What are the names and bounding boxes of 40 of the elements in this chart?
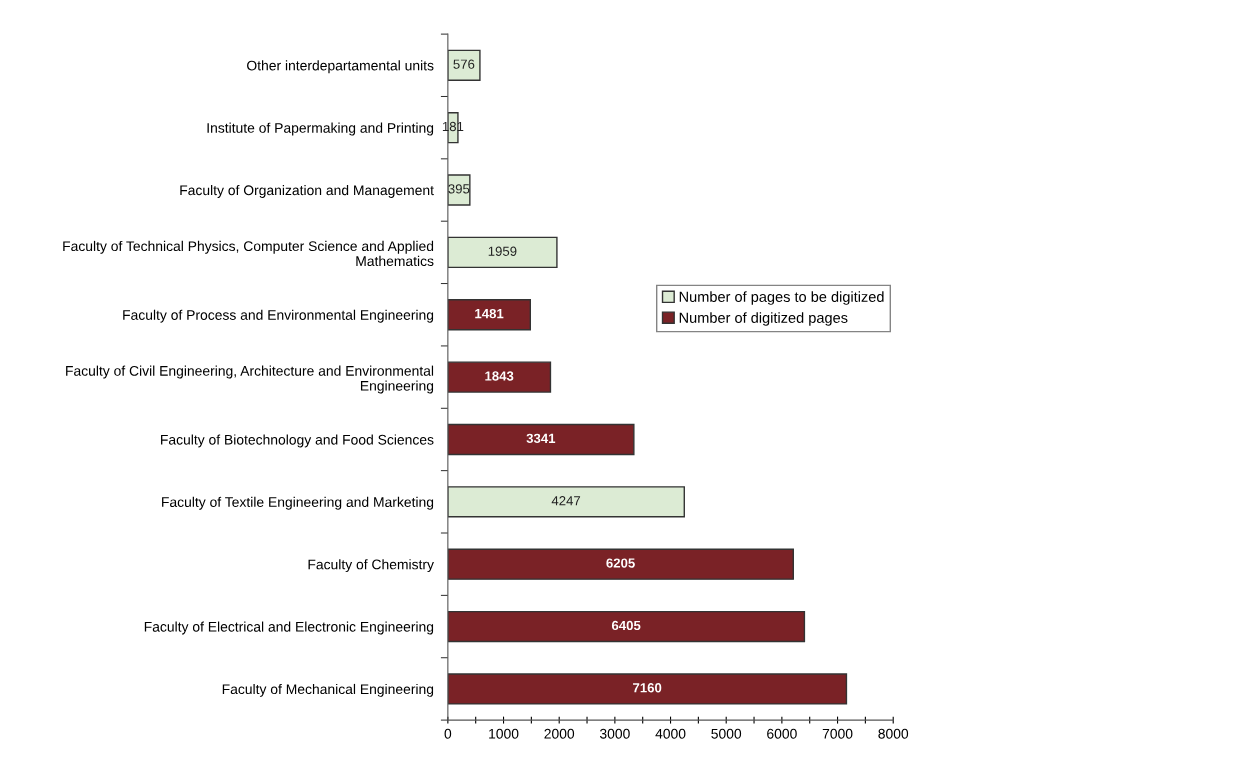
y-tick-label: Faculty of Electrical and Electronic Engineering: [144, 621, 434, 635]
y-tick-label: Faculty of Civil Engineering, Architecture and Environmental Engineering: [66, 365, 434, 394]
data-label: 6405: [611, 620, 641, 631]
x-tick-label: 2000: [544, 728, 575, 739]
bar: [447, 49, 481, 81]
x-tick-label: 1000: [489, 728, 519, 739]
data-label: 7160: [633, 683, 662, 693]
bar: [447, 486, 685, 518]
bar: [447, 548, 794, 580]
x-tick-label: 3000: [599, 728, 630, 739]
x-tick-label: 8000: [878, 728, 909, 739]
data-label: 576: [453, 59, 475, 69]
data-label: 1481: [475, 308, 504, 319]
y-tick-label: Faculty of Chemistry: [308, 559, 434, 573]
bar: [447, 361, 552, 393]
legend-label: Number of digitized pages: [679, 312, 848, 326]
y-tick-label: Faculty of Process and Environmental Engineering: [123, 309, 434, 323]
x-tick-label: 0: [444, 728, 452, 739]
y-tick-label: Faculty of Technical Physics, Computer Science and Applied Mathematics: [63, 240, 434, 267]
y-tick-label: Other interdepartamental units: [247, 60, 434, 74]
data-label: 4247: [551, 496, 581, 506]
y-tick-label: Faculty of Organization and Management: [180, 184, 434, 198]
x-tick-label: 5000: [711, 728, 742, 739]
y-tick-label: Institute of Papermaking and Printing: [207, 122, 434, 136]
x-tick-label: 4000: [655, 728, 686, 739]
bar: [447, 299, 531, 331]
data-label: 1843: [485, 371, 514, 381]
data-label: 3341: [526, 433, 556, 444]
legend-label: Number of pages to be digitized: [679, 291, 884, 305]
y-tick-label: Faculty of Textile Engineering and Marketing: [162, 496, 434, 510]
bar: [447, 423, 635, 456]
x-tick-label: 7000: [822, 728, 853, 739]
data-label: 6205: [606, 558, 635, 568]
x-tick-label: 6000: [767, 728, 797, 739]
bar: [447, 610, 806, 643]
y-tick-label: Faculty of Mechanical Engineering: [222, 683, 434, 697]
bar: [447, 236, 558, 269]
bar: [447, 673, 848, 705]
y-tick-label: Faculty of Biotechnology and Food Sciences: [161, 434, 434, 448]
data-label: 1959: [488, 246, 517, 256]
